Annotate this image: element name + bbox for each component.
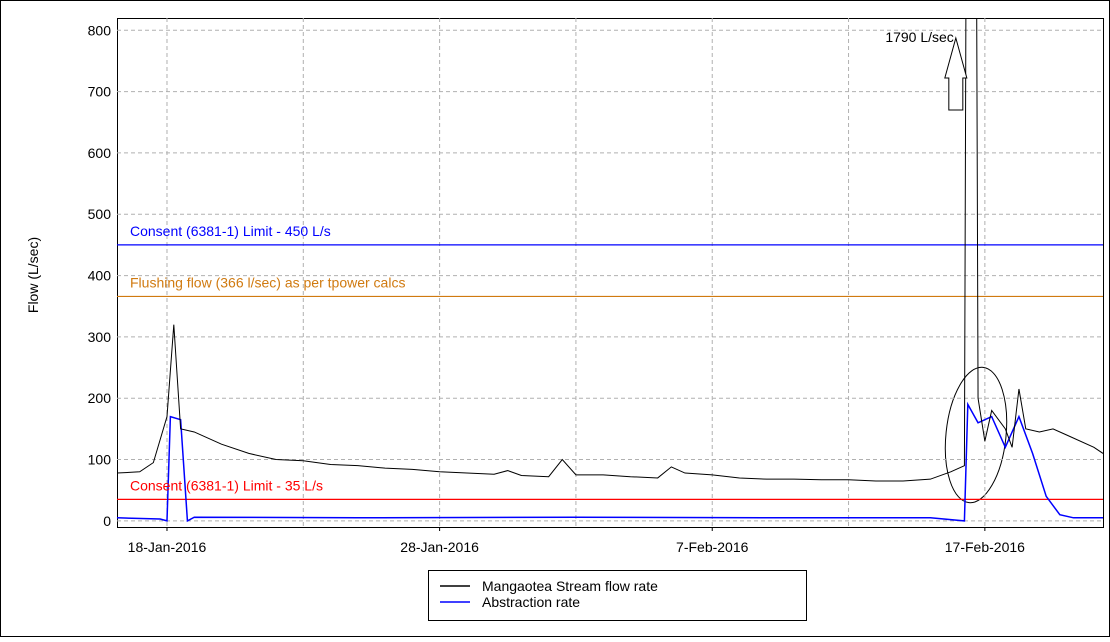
series-line: [117, 18, 1103, 482]
legend-box: [428, 570, 807, 621]
y-tick-label: 500: [88, 206, 112, 222]
x-tick-label: 28-Jan-2016: [400, 539, 479, 555]
y-tick-label: 100: [88, 452, 112, 468]
x-tick-label: 17-Feb-2016: [945, 539, 1025, 555]
series-line: [117, 401, 1103, 523]
x-tick-label: 7-Feb-2016: [676, 539, 749, 555]
y-tick-label: 0: [103, 513, 111, 529]
x-tick-label: 18-Jan-2016: [128, 539, 207, 555]
y-tick-label: 700: [88, 84, 112, 100]
legend-label: Mangaotea Stream flow rate: [482, 578, 658, 594]
annotation-arrow: [944, 36, 968, 111]
y-tick-label: 300: [88, 329, 112, 345]
y-tick-label: 600: [88, 145, 112, 161]
y-tick-label: 200: [88, 390, 112, 406]
highlight-ellipse: [944, 366, 1008, 504]
plot: [117, 18, 1103, 527]
y-axis-label: Flow (L/sec): [25, 237, 41, 313]
y-tick-label: 400: [88, 268, 112, 284]
reference-label: Consent (6381-1) Limit - 35 L/s: [130, 477, 323, 493]
y-tick-label: 800: [88, 22, 112, 38]
reference-label: Flushing flow (366 l/sec) as per tpower …: [130, 274, 405, 290]
reference-label: Consent (6381-1) Limit - 450 L/s: [130, 223, 331, 239]
legend-label: Abstraction rate: [482, 594, 580, 610]
annotation-text: 1790 L/sec: [885, 29, 954, 45]
plot-area: [117, 18, 1104, 528]
